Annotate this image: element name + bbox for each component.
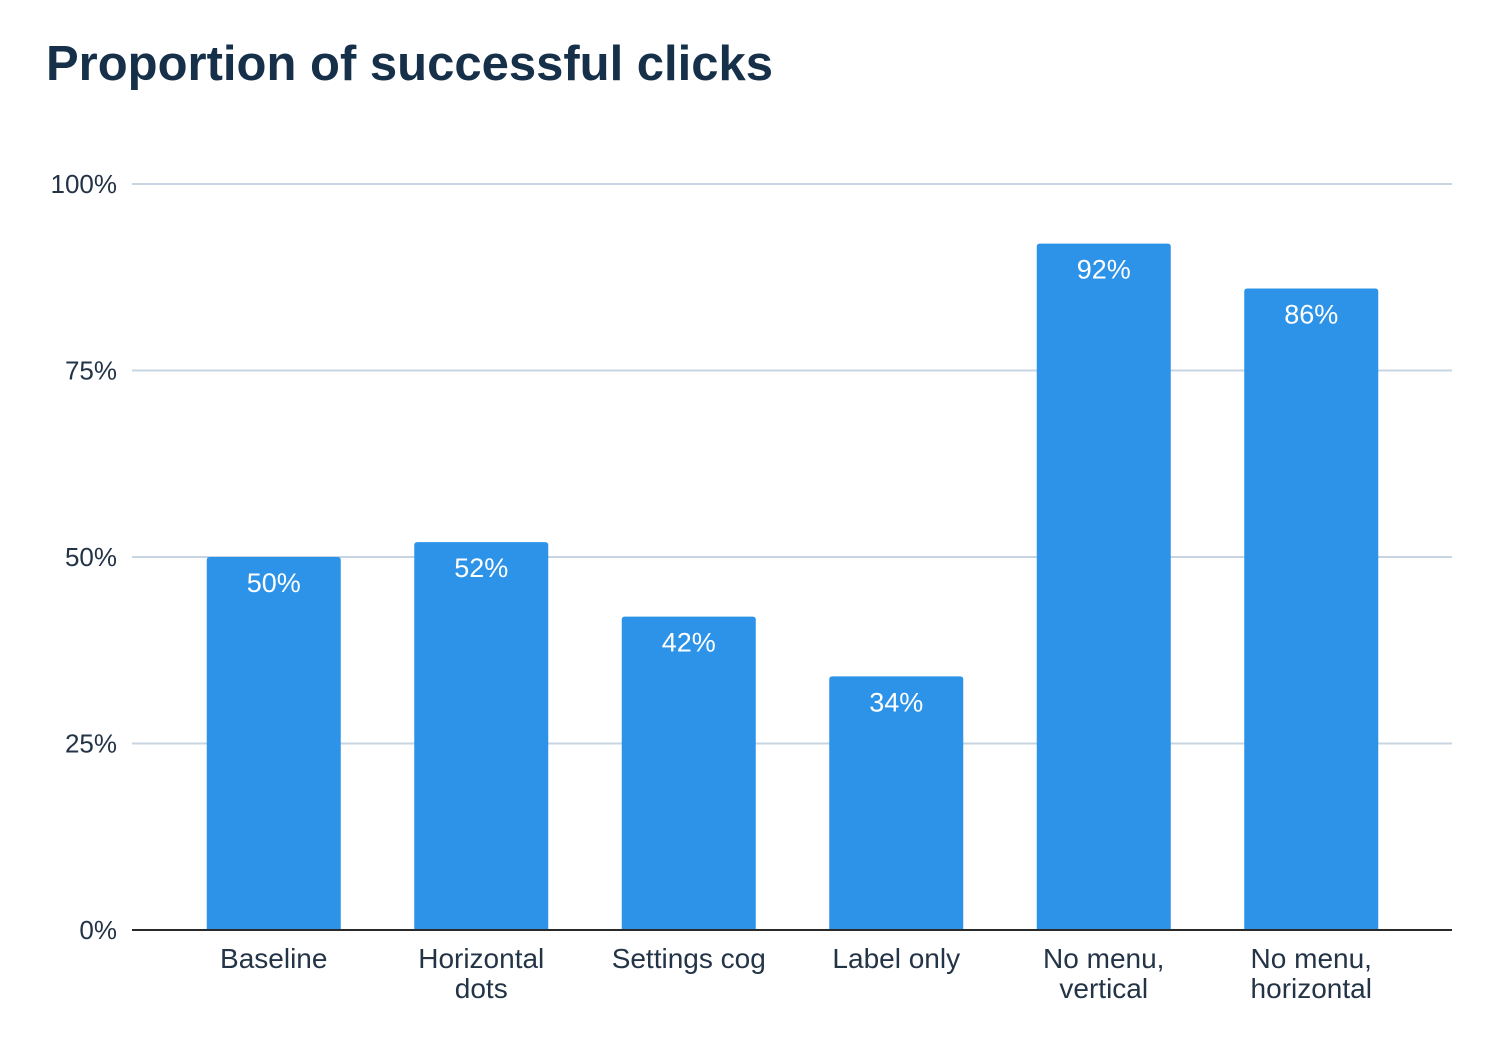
x-category-label: horizontal [1251, 973, 1372, 1004]
x-category-label: Settings cog [612, 943, 766, 974]
bar-data-label: 86% [1284, 299, 1338, 329]
x-category-label: Label only [832, 943, 960, 974]
bar [829, 676, 964, 930]
chart-title: Proportion of successful clicks [46, 37, 774, 91]
y-tick-label: 25% [65, 729, 117, 759]
gridlines [132, 183, 1452, 745]
y-tick-label: 75% [65, 356, 117, 386]
bar-data-label: 92% [1077, 255, 1131, 285]
bars [206, 243, 1379, 930]
x-category-label: Baseline [220, 943, 327, 974]
bar [206, 557, 341, 930]
y-tick-label: 100% [51, 169, 118, 199]
labels: 0% 25% 50% 75% 100% 50% Baseline 52% Horizontald… [51, 169, 1372, 1004]
bar [621, 616, 756, 930]
x-category-label: No menu, [1251, 943, 1372, 974]
x-category-label: No menu, [1043, 943, 1164, 974]
x-category-label: vertical [1059, 973, 1148, 1004]
bar-data-label: 50% [247, 568, 301, 598]
bar-data-label: 42% [662, 628, 716, 658]
bar-data-label: 52% [454, 553, 508, 583]
bar [1244, 288, 1379, 930]
bar [414, 542, 549, 930]
bar-data-label: 34% [869, 687, 923, 717]
y-tick-label: 50% [65, 542, 117, 572]
bar [1036, 243, 1171, 930]
x-category-label: Horizontal [418, 943, 544, 974]
x-category-label: dots [455, 973, 508, 1004]
y-tick-label: 0% [79, 915, 117, 945]
